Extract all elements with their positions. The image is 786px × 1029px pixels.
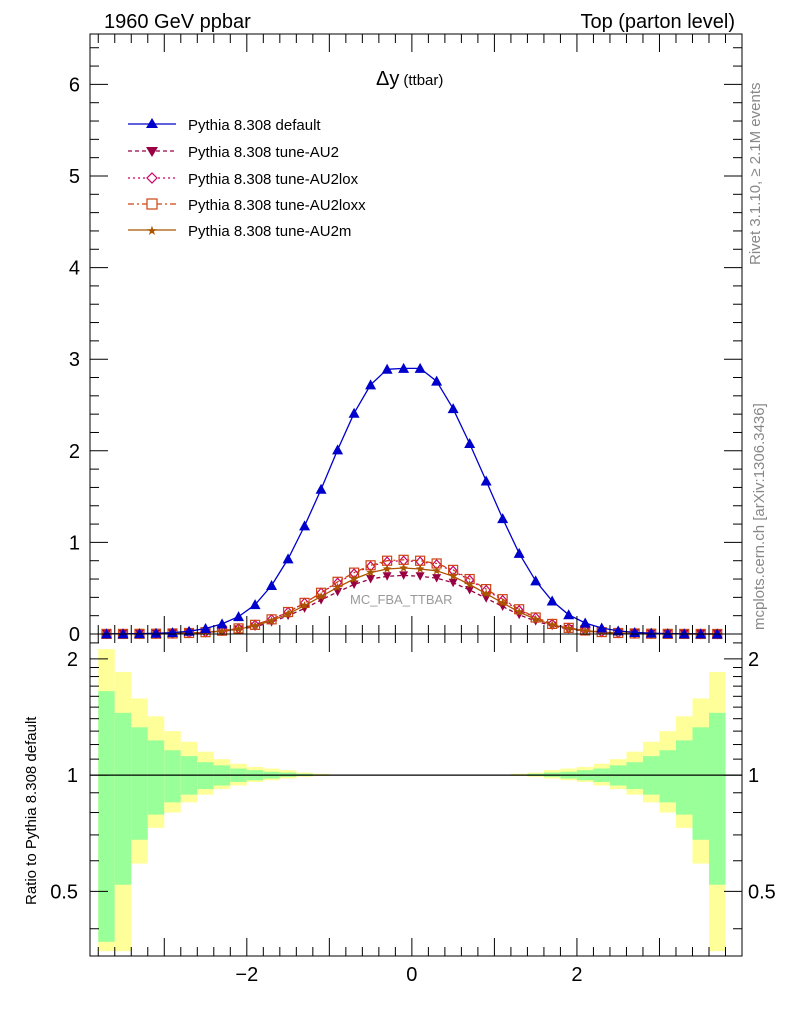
y-tick-label: 3 <box>69 349 80 371</box>
y-tick-label: 6 <box>69 74 80 96</box>
y-tick-label: 1 <box>69 532 80 554</box>
svg-text:★: ★ <box>146 223 158 238</box>
y-tick-label: 4 <box>69 258 80 280</box>
chart-title-suffix: (ttbar) <box>403 72 443 89</box>
inner-band-bin <box>709 713 726 885</box>
inner-band-bin <box>692 727 709 839</box>
x-tick-label: 0 <box>406 964 417 986</box>
ratio-y-tick-label: 2 <box>67 649 78 671</box>
ratio-y-tick-label: 2 <box>748 649 759 671</box>
ratio-y-tick-label: 0.5 <box>50 881 78 903</box>
energy-label: 1960 GeV ppbar <box>104 11 251 33</box>
analysis-watermark: MC_FBA_TTBAR <box>350 592 453 607</box>
inner-band-bin <box>115 713 132 885</box>
ratio-y-tick-label: 1 <box>67 765 78 787</box>
legend-label: Pythia 8.308 tune-AU2 <box>188 144 339 161</box>
mcplots-label: mcplots.cern.ch [arXiv:1306.3436] <box>751 403 768 630</box>
inner-band-bin <box>676 740 693 814</box>
y-tick-label: 5 <box>69 166 80 188</box>
x-tick-label: 2 <box>571 964 582 986</box>
x-tick-label: −2 <box>235 964 258 986</box>
legend-label: Pythia 8.308 tune-AU2lox <box>188 171 359 188</box>
legend-label: Pythia 8.308 tune-AU2m <box>188 223 351 240</box>
inner-band-bin <box>659 750 676 802</box>
chart-title: Δy(ttbar) <box>376 68 443 90</box>
inner-band-bin <box>98 691 115 942</box>
process-label: Top (parton level) <box>580 11 735 33</box>
y-tick-label: 2 <box>69 441 80 463</box>
inner-band-bin <box>164 750 181 802</box>
y-tick-label: 0 <box>69 624 80 646</box>
ratio-y-tick-label: 1 <box>748 765 759 787</box>
chart-title-main: Δy <box>376 68 399 90</box>
inner-band-bin <box>131 727 148 839</box>
legend-label: Pythia 8.308 default <box>188 117 321 134</box>
rivet-label: Rivet 3.1.10, ≥ 2.1M events <box>747 83 764 266</box>
legend-label: Pythia 8.308 tune-AU2loxx <box>188 197 366 214</box>
inner-band-bin <box>148 740 165 814</box>
ratio-ylabel: Ratio to Pythia 8.308 default <box>23 716 40 905</box>
ratio-y-tick-label: 0.5 <box>748 881 776 903</box>
